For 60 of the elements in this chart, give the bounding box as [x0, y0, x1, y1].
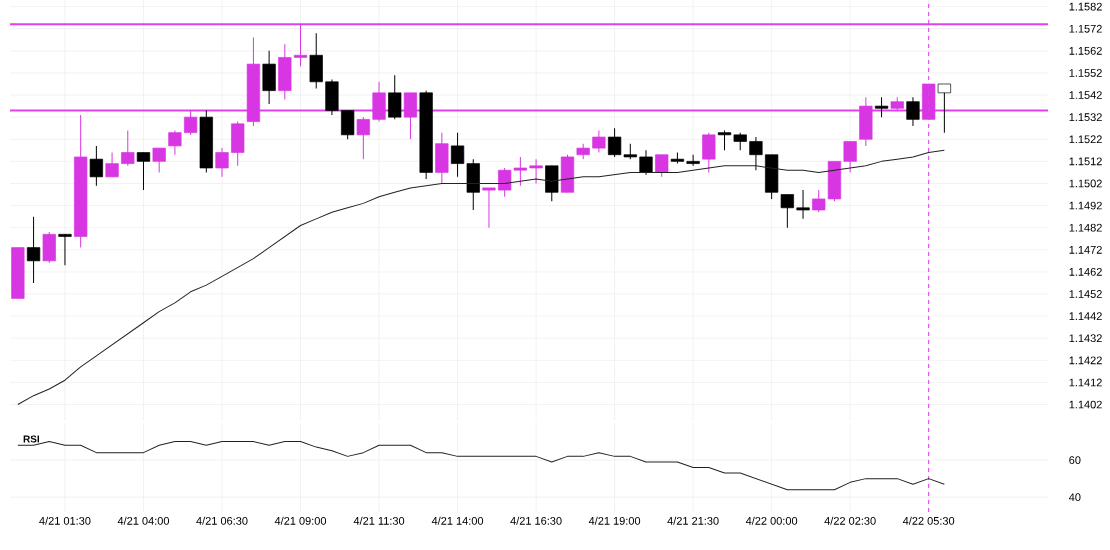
- y-tick-label: 1.1402: [1069, 400, 1102, 409]
- candlestick: [529, 158, 543, 184]
- y-tick-label: 1.1422: [1069, 356, 1102, 365]
- y-tick-label: 60: [1069, 456, 1081, 464]
- candlestick: [89, 145, 103, 187]
- y-tick-label: 1.1522: [1069, 135, 1102, 144]
- y-tick-label: 1.1502: [1069, 179, 1102, 188]
- x-tick-label: 4/21 01:30: [39, 516, 91, 525]
- y-tick-label: 1.1472: [1069, 245, 1102, 254]
- candlestick: [592, 129, 606, 154]
- text: RSI: [23, 435, 40, 443]
- candlestick: [482, 187, 496, 229]
- candlestick: [136, 152, 151, 191]
- x-tick-label: 4/21 04:00: [117, 516, 170, 525]
- y-tick-label: 1.1582: [1069, 2, 1102, 11]
- y-tick-label: 40: [1068, 493, 1081, 502]
- y-tick-label: 1.1562: [1069, 46, 1102, 55]
- y-tick-label: 1.1542: [1069, 91, 1102, 99]
- x-tick-label: 4/21 21:30: [667, 516, 719, 525]
- candlestick: [152, 147, 166, 173]
- x-tick-label: 4/21 16:30: [510, 516, 562, 525]
- candlestick: [356, 116, 370, 160]
- y-tick-label: 1.1572: [1069, 24, 1102, 33]
- candlestick: [639, 149, 653, 176]
- candlestick: [105, 152, 119, 178]
- candlestick: [215, 147, 229, 178]
- y-tick-label: 1.1552: [1069, 69, 1102, 77]
- x-tick-label: 4/22 02:30: [824, 516, 876, 525]
- candlestick: [937, 83, 951, 134]
- candlestick: [58, 233, 72, 266]
- y-tick-label: 1.1412: [1069, 378, 1102, 387]
- candlestick: [812, 189, 826, 213]
- y-tick-label: 1.1482: [1069, 223, 1102, 232]
- x-tick-label: 4/21 09:00: [274, 516, 327, 525]
- y-tick-label: 1.1442: [1069, 312, 1102, 320]
- y-tick-label: 1.1532: [1069, 113, 1102, 122]
- x-tick-label: 4/22 05:30: [902, 516, 955, 525]
- candlestick: [906, 96, 920, 127]
- x-tick-label: 4/22 00:00: [745, 516, 798, 525]
- candlestick: [843, 140, 857, 173]
- candlestick: [717, 129, 732, 151]
- candlestick: [168, 129, 182, 156]
- candlestick: [121, 129, 135, 167]
- candlestick: [796, 189, 810, 220]
- candlestick: [749, 136, 763, 171]
- candlestick: [26, 216, 41, 284]
- y-tick-label: 1.1432: [1069, 334, 1102, 343]
- x-tick-label: 4/21 06:30: [196, 516, 248, 525]
- x-tick-label: 4/21 11:30: [353, 516, 405, 525]
- candlestick: [655, 154, 669, 178]
- candlestick: [450, 132, 465, 178]
- y-tick-label: 1.1512: [1069, 157, 1102, 166]
- candlestick: [686, 154, 700, 167]
- candlestick: [780, 194, 794, 229]
- x-tick-label: 4/21 14:00: [431, 516, 484, 525]
- x-tick-label: 4/21 19:00: [588, 516, 641, 525]
- y-tick-label: 1.1492: [1069, 201, 1102, 210]
- y-tick-label: 1.1452: [1069, 290, 1102, 298]
- candlestick: [874, 96, 889, 118]
- y-tick-label: 1.1462: [1069, 268, 1102, 276]
